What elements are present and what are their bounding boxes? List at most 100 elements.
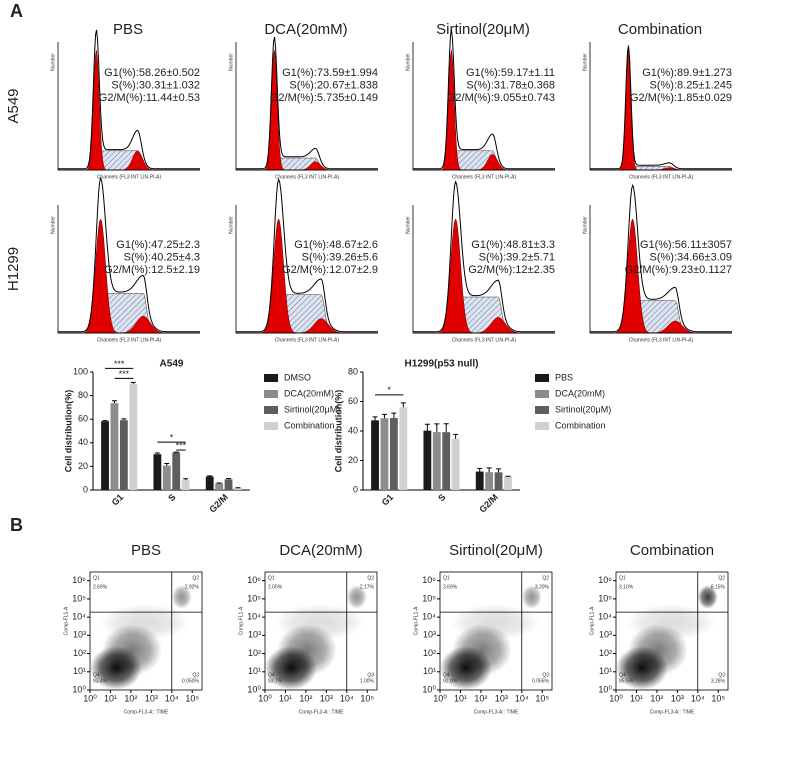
y-axis-label: Number — [405, 216, 411, 234]
y-axis-label: Number — [50, 216, 56, 234]
legend-label: Sirtinol(20μM) — [555, 404, 611, 414]
y-axis-label: Comp-FL1-A — [63, 606, 69, 635]
x-tick-label: 10⁴ — [165, 693, 179, 703]
bar — [504, 476, 512, 490]
bar — [442, 432, 451, 490]
dot-cloud — [275, 604, 365, 640]
x-tick-label: 10⁰ — [258, 693, 272, 703]
x-tick-label: 10² — [124, 693, 137, 703]
y-tick-label: 40 — [348, 425, 358, 435]
quadrant-percent: 3.10% — [619, 584, 634, 590]
hist-s-phase — [590, 300, 732, 334]
quadrant-percent: 3.26% — [711, 678, 726, 684]
hist-annotation: G1(%):48.81±3.3 — [471, 239, 555, 251]
column-title: DCA(20mM) — [279, 542, 362, 559]
hist-outline — [413, 29, 555, 170]
y-tick-label: 10⁶ — [247, 575, 261, 585]
quadrant-percent: 85.5% — [619, 678, 634, 684]
dot-cloud — [100, 604, 190, 640]
y-axis-label: Comp-FL1-A — [238, 606, 244, 635]
x-tick-label: 10⁴ — [691, 693, 705, 703]
hist-annotation: G1(%):59.17±1.11 — [466, 67, 555, 79]
bar — [129, 383, 138, 490]
x-axis-label: Channels (FL3 INT LIN-PI-A) — [275, 174, 340, 180]
x-tick-label: 10⁰ — [609, 693, 623, 703]
y-tick-label: 10² — [599, 648, 612, 658]
y-tick-label: 10⁴ — [598, 612, 612, 622]
hist-outline — [236, 37, 378, 170]
hist-frame — [57, 205, 200, 334]
y-axis-title: Cell distribution(%) — [63, 390, 73, 473]
quadrant-name: Q1 — [268, 575, 275, 581]
hist-annotation: G2/M(%):11.44±0.53 — [99, 92, 200, 104]
y-tick-label: 0 — [353, 484, 358, 494]
hist-annotation: G2/M(%):9.23±0.1127 — [625, 264, 732, 276]
x-tick-label: 10⁴ — [515, 693, 529, 703]
bar — [475, 471, 484, 490]
bar — [234, 487, 242, 490]
y-tick-label: 10⁵ — [247, 593, 261, 603]
x-tick-label: 10³ — [671, 693, 684, 703]
y-tick-label: 10⁴ — [247, 612, 261, 622]
quadrant-percent: 0.050% — [182, 678, 200, 684]
x-tick-label: 10⁵ — [711, 693, 725, 703]
quadrant-name: Q4 — [93, 672, 100, 678]
hist-outline — [58, 176, 200, 333]
y-tick-label: 80 — [78, 390, 88, 400]
quadrant-percent: 2.17% — [360, 584, 375, 590]
chart-title: A549 — [160, 359, 184, 370]
hist-frame — [589, 205, 732, 334]
dot-cloud — [171, 585, 192, 609]
y-tick-label: 10⁴ — [72, 612, 86, 622]
y-tick-label: 10⁵ — [422, 593, 436, 603]
y-axis-title: Cell distribution(%) — [333, 390, 343, 473]
y-tick-label: 10⁰ — [247, 684, 261, 694]
x-tick-label: 10⁵ — [185, 693, 199, 703]
x-tick-label: S — [166, 492, 177, 503]
hist-annotation: G1(%):58.26±0.502 — [104, 67, 200, 79]
y-axis-label: Number — [228, 53, 234, 71]
quadrant-percent: 1.00% — [360, 678, 375, 684]
x-tick-label: 10¹ — [279, 693, 292, 703]
significance-label: *** — [176, 440, 187, 450]
legend-swatch — [264, 422, 278, 430]
hist-frame — [235, 205, 378, 334]
bar — [215, 483, 224, 490]
y-tick-label: 10¹ — [423, 666, 436, 676]
y-tick-label: 10³ — [73, 630, 86, 640]
y-tick-label: 60 — [348, 396, 358, 406]
chart-title: H1299(p53 null) — [405, 359, 479, 370]
legend-label: Combination — [555, 420, 606, 430]
bar — [162, 465, 171, 490]
x-tick-label: 10⁰ — [83, 693, 97, 703]
x-tick-label: 10² — [299, 693, 312, 703]
hist-annotation: G1(%):89.9±1.273 — [642, 67, 732, 79]
hist-outline — [236, 177, 378, 333]
row-label: H1299 — [5, 247, 22, 291]
quadrant-name: Q1 — [619, 575, 626, 581]
x-tick-label: S — [436, 492, 447, 503]
x-tick-label: 10⁰ — [433, 693, 447, 703]
y-tick-label: 40 — [78, 437, 88, 447]
x-tick-label: 10⁵ — [360, 693, 374, 703]
x-tick-label: 10⁵ — [535, 693, 549, 703]
hist-frame — [57, 42, 200, 171]
x-tick-label: 10¹ — [454, 693, 467, 703]
x-tick-label: 10³ — [495, 693, 508, 703]
column-title: Combination — [618, 21, 702, 38]
quadrant-name: Q2 — [367, 575, 374, 581]
dot-cloud — [450, 604, 540, 640]
quadrant-name: Q3 — [542, 672, 549, 678]
y-tick-label: 10¹ — [248, 666, 261, 676]
column-title: Sirtinol(20μM) — [449, 542, 543, 559]
hist-annotation: G2/M(%):12.5±2.19 — [104, 264, 200, 276]
legend-label: Combination — [284, 420, 335, 430]
dot-cloud — [697, 585, 718, 609]
y-tick-label: 10⁶ — [422, 575, 436, 585]
x-tick-label: 10³ — [145, 693, 158, 703]
quadrant-percent: 93.4% — [93, 678, 108, 684]
bar — [205, 476, 214, 490]
error-bar — [121, 418, 127, 421]
y-tick-label: 20 — [348, 455, 358, 465]
x-axis-label: Channels (FL3 INT LIN-PI-A) — [452, 337, 517, 343]
